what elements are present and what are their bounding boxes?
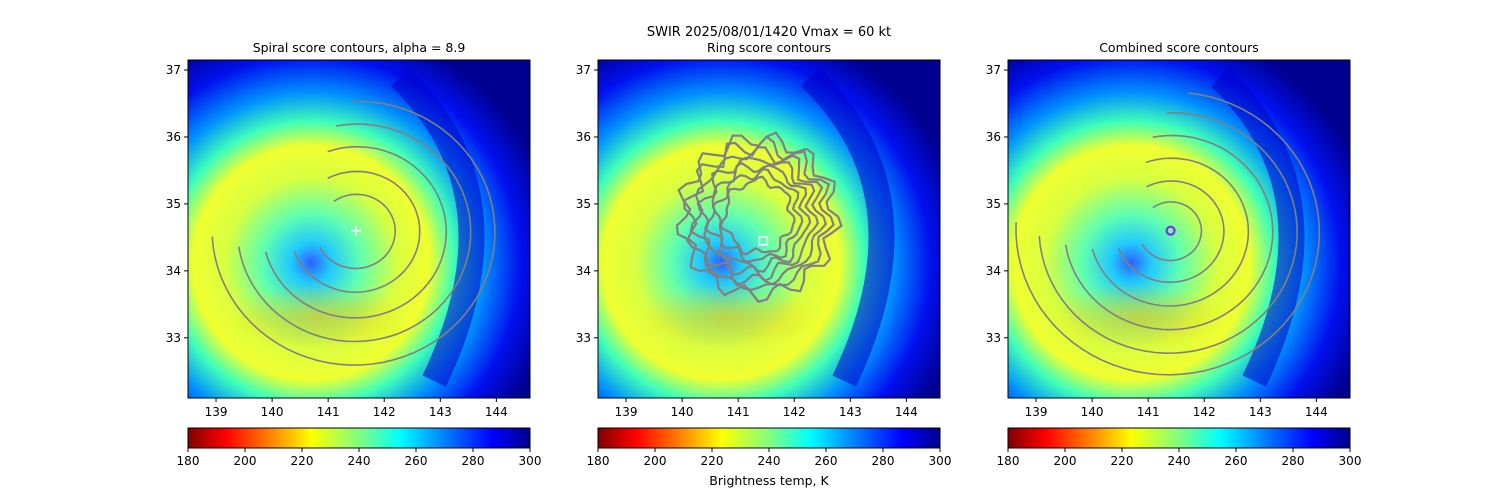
- y-tick-label: 34: [986, 264, 1001, 278]
- y-tick-label: 33: [576, 331, 591, 345]
- colorbar-tick-label: 240: [1168, 454, 1191, 468]
- x-tick-label: 144: [895, 405, 918, 419]
- colorbar-tick-label: 260: [815, 454, 838, 468]
- colorbar-tick-label: 280: [1282, 454, 1305, 468]
- figure-suptitle: SWIR 2025/08/01/1420 Vmax = 60 kt: [647, 25, 891, 40]
- x-tick-label: 141: [727, 405, 750, 419]
- brightness-field: [188, 60, 530, 398]
- center-marker: [351, 225, 362, 236]
- y-tick-label: 33: [986, 331, 1001, 345]
- colorbar: [597, 427, 941, 449]
- y-tick-label: 37: [986, 63, 1001, 77]
- x-tick-label: 142: [373, 405, 396, 419]
- x-tick-label: 141: [317, 405, 340, 419]
- x-tick-label: 140: [261, 405, 284, 419]
- colorbar-tick-label: 280: [462, 454, 485, 468]
- x-tick-label: 139: [1025, 405, 1048, 419]
- colorbar-tick-label: 260: [1225, 454, 1248, 468]
- x-tick-label: 143: [429, 405, 452, 419]
- colorbar-tick-label: 180: [587, 454, 610, 468]
- colorbar-tick-label: 220: [1111, 454, 1134, 468]
- center-marker: [1165, 225, 1176, 236]
- y-tick-label: 34: [166, 264, 181, 278]
- panel-spiral: Spiral score contours, alpha = 8.9 139 140…: [166, 40, 542, 468]
- axes-frame: [1007, 59, 1351, 399]
- x-tick-label: 142: [1193, 405, 1216, 419]
- colorbar-tick-label: 200: [644, 454, 667, 468]
- colorbar-tick-label: 200: [1054, 454, 1077, 468]
- score-contours: [675, 131, 843, 303]
- colorbar-tick-label: 220: [291, 454, 314, 468]
- score-contours: [211, 100, 496, 366]
- y-tick-label: 36: [166, 130, 181, 144]
- y-tick-label: 35: [166, 197, 181, 211]
- colorbar-tick-label: 240: [348, 454, 371, 468]
- y-tick-label: 33: [166, 331, 181, 345]
- colorbar-tick-label: 200: [234, 454, 257, 468]
- colorbar-tick-label: 280: [872, 454, 895, 468]
- colorbar-tick-label: 300: [1339, 454, 1362, 468]
- axes-frame: [597, 59, 941, 399]
- x-tick-label: 141: [1137, 405, 1160, 419]
- colorbar-tick-label: 180: [997, 454, 1020, 468]
- brightness-field: [598, 60, 940, 398]
- center-marker: [758, 235, 769, 246]
- x-tick-label: 142: [783, 405, 806, 419]
- panel-combined: Combined score contours 139 140 141 142 143 14…: [986, 40, 1362, 468]
- colorbar: [187, 427, 531, 449]
- x-tick-label: 143: [1249, 405, 1272, 419]
- colorbar: [1007, 427, 1351, 449]
- y-tick-label: 36: [986, 130, 1001, 144]
- colorbar-tick-label: 180: [177, 454, 200, 468]
- y-tick-label: 35: [986, 197, 1001, 211]
- x-tick-label: 140: [1081, 405, 1104, 419]
- colorbar-tick-label: 260: [405, 454, 428, 468]
- y-tick-label: 37: [166, 63, 181, 77]
- panel-title: Spiral score contours, alpha = 8.9: [253, 40, 466, 55]
- panel-ring: Ring score contours 139 140 141 142 143 144 33 3…: [576, 40, 952, 468]
- y-tick-label: 35: [576, 197, 591, 211]
- x-tick-label: 143: [839, 405, 862, 419]
- brightness-field: [1008, 60, 1350, 398]
- colorbar-tick-label: 220: [701, 454, 724, 468]
- y-tick-label: 37: [576, 63, 591, 77]
- x-tick-label: 144: [1305, 405, 1328, 419]
- colorbar-tick-label: 300: [519, 454, 542, 468]
- y-tick-label: 34: [576, 264, 591, 278]
- colorbar-tick-label: 300: [929, 454, 952, 468]
- x-tick-label: 144: [485, 405, 508, 419]
- axes-frame: [187, 59, 531, 399]
- colorbar-tick-label: 240: [758, 454, 781, 468]
- panel-title: Ring score contours: [707, 40, 831, 55]
- panel-title: Combined score contours: [1099, 40, 1259, 55]
- colorbar-label: Brightness temp, K: [709, 473, 829, 488]
- x-tick-label: 139: [615, 405, 638, 419]
- x-tick-label: 139: [205, 405, 228, 419]
- y-tick-label: 36: [576, 130, 591, 144]
- x-tick-label: 140: [671, 405, 694, 419]
- score-contours: [1015, 92, 1321, 376]
